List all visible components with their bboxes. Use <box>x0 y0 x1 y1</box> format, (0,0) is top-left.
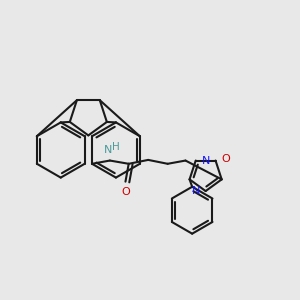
Text: N: N <box>202 155 210 166</box>
Text: O: O <box>121 188 130 197</box>
Text: N: N <box>104 145 112 155</box>
Text: H: H <box>112 142 120 152</box>
Text: N: N <box>191 186 200 196</box>
Text: O: O <box>221 154 230 164</box>
